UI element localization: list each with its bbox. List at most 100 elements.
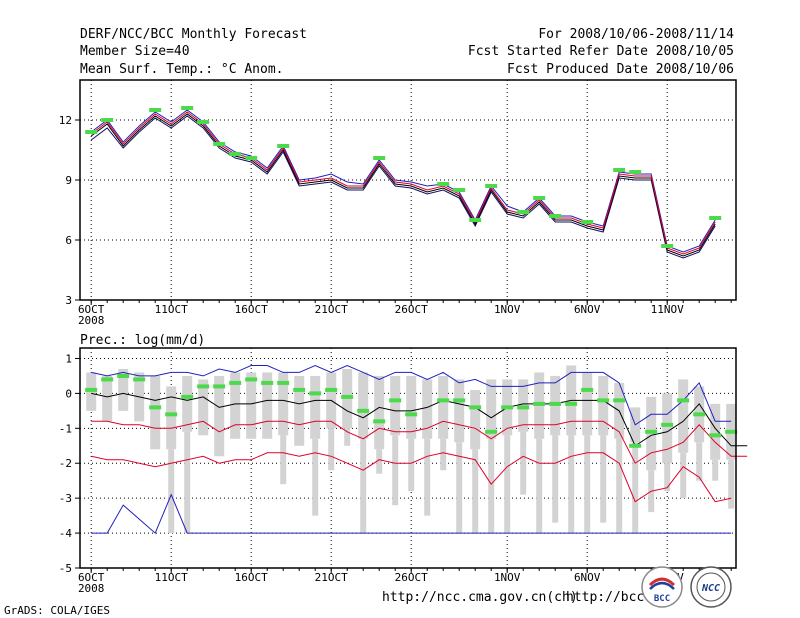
prec-obs-mark <box>661 422 674 427</box>
temp-series-red <box>90 111 716 255</box>
prec-series-blue-upper <box>91 364 732 426</box>
prec-whisker <box>440 438 447 471</box>
temp-series-blue <box>90 109 716 253</box>
prec-box <box>310 375 321 439</box>
prec-whisker <box>680 452 687 499</box>
prec-whisker <box>696 442 703 481</box>
temp-obs-mark <box>101 118 114 122</box>
prec-box <box>390 375 401 436</box>
prec-obs-mark <box>85 387 98 392</box>
bcc-logo: BCC <box>640 565 684 609</box>
prec-obs-mark <box>389 398 402 403</box>
prec-box <box>294 375 305 446</box>
prec-whisker <box>600 435 607 523</box>
prec-whisker <box>392 435 399 506</box>
temp-obs-mark <box>517 210 530 214</box>
prec-obs-mark <box>501 405 514 410</box>
temp-xtick-label: 6NOV <box>574 303 601 316</box>
prec-box <box>406 375 417 439</box>
prec-obs-mark <box>581 387 594 392</box>
prec-ytick-label: 1 <box>65 352 72 365</box>
prec-obs-mark <box>261 380 274 385</box>
prec-obs-mark <box>357 408 370 413</box>
prec-obs-mark <box>229 380 242 385</box>
prec-box <box>166 386 177 450</box>
prec-box <box>710 403 721 460</box>
temp-xtick-label: 11OCT <box>155 303 188 316</box>
prec-whisker <box>584 435 591 534</box>
prec-box <box>246 372 257 439</box>
temp-ytick-label: 6 <box>65 234 72 247</box>
temp-frame <box>79 79 737 301</box>
forecast-period: For 2008/10/06-2008/11/14 <box>538 27 734 42</box>
temp-obs-mark <box>661 244 674 248</box>
prec-whisker <box>520 431 527 495</box>
prec-obs-mark <box>549 401 562 406</box>
temp-obs-mark <box>85 130 98 134</box>
prec-obs-mark <box>533 401 546 406</box>
prec-box <box>278 372 289 436</box>
prec-whisker <box>632 442 639 534</box>
prec-whisker <box>552 435 559 523</box>
temp-obs-mark <box>469 218 482 222</box>
prec-box <box>374 375 385 450</box>
prec-obs-mark <box>309 391 322 396</box>
prec-box <box>230 372 241 439</box>
prec-box <box>438 375 449 439</box>
prec-whisker <box>312 438 319 516</box>
ncc-logo: NCC <box>688 565 734 609</box>
prec-obs-mark <box>149 405 162 410</box>
temp-xtick-label: 21OCT <box>315 303 348 316</box>
prec-obs-mark <box>213 384 226 389</box>
prec-whisker <box>360 438 367 534</box>
prec-ytick-label: -1 <box>59 422 72 435</box>
prec-box <box>118 368 129 411</box>
prec-box <box>358 372 369 439</box>
prec-obs-mark <box>405 412 418 417</box>
prec-box <box>262 372 273 439</box>
prec-obs-mark <box>469 405 482 410</box>
temp-obs-mark <box>453 188 466 192</box>
prec-whisker <box>664 463 671 492</box>
temp-obs-mark <box>629 170 642 174</box>
temp-ytick-label: 9 <box>65 174 72 187</box>
prec-obs-mark <box>181 394 194 399</box>
prec-box <box>422 379 433 439</box>
prec-obs-mark <box>341 394 354 399</box>
prec-box <box>102 375 113 422</box>
started-date: Fcst Started Refer Date 2008/10/05 <box>467 44 734 59</box>
prec-obs-mark <box>293 387 306 392</box>
svg-text:NCC: NCC <box>701 583 720 594</box>
prec-obs-mark <box>677 398 690 403</box>
prec-whisker <box>376 449 383 474</box>
prec-obs-mark <box>725 429 738 434</box>
prec-whisker <box>488 438 495 534</box>
prec-box <box>582 372 593 436</box>
temp-xtick-label: 11NOV <box>651 303 684 316</box>
prec-obs-mark <box>565 401 578 406</box>
prec-box <box>662 393 673 464</box>
ncc-url[interactable]: http://ncc.cma.gov.cn(ch) <box>382 590 578 605</box>
prec-series-red-lower <box>91 452 732 503</box>
prec-box <box>214 375 225 457</box>
prec-obs-mark <box>133 377 146 382</box>
prec-whisker <box>280 435 287 485</box>
member-size: Member Size=40 <box>80 44 190 59</box>
prec-ytick-label: -2 <box>59 457 72 470</box>
prec-whisker <box>568 435 575 534</box>
prec-whisker <box>728 459 735 509</box>
grads-credit: GrADS: COLA/IGES <box>4 604 110 617</box>
prec-whisker <box>344 428 351 446</box>
chart-title: DERF/NCC/BCC Monthly Forecast <box>80 27 307 42</box>
prec-ytick-label: -3 <box>59 492 72 505</box>
bcc-url[interactable]: http://bcc.c <box>566 590 660 605</box>
temp-obs-mark <box>197 120 210 124</box>
prec-frame <box>79 347 737 569</box>
prec-whisker <box>328 428 335 471</box>
prec-subtitle: Prec.: log(mm/d) <box>80 333 206 348</box>
prec-obs-mark <box>325 387 338 392</box>
prec-obs-mark <box>373 419 386 424</box>
temp-xtick-label: 26OCT <box>395 303 428 316</box>
